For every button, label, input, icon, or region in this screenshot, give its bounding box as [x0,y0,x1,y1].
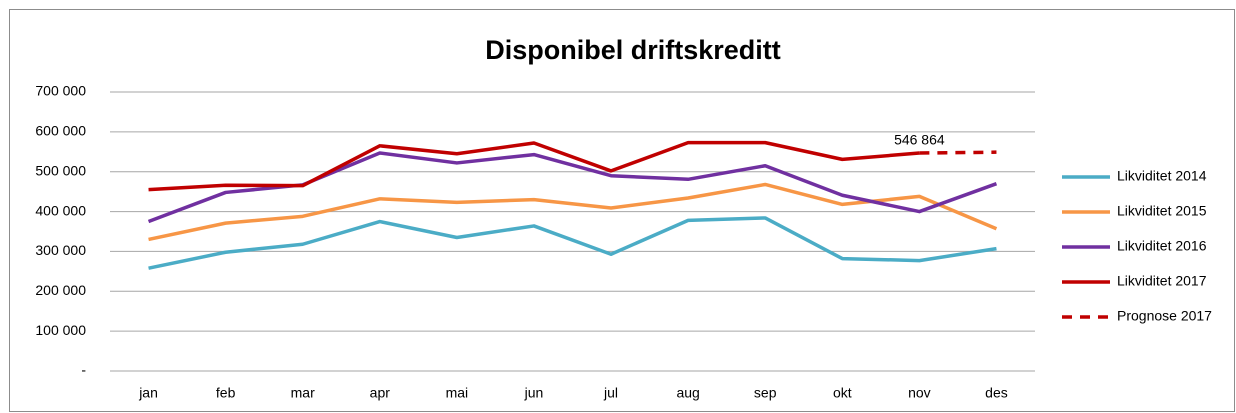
x-tick-label: jan [138,385,158,401]
legend-label: Likviditet 2016 [1117,238,1207,254]
x-tick-label: mai [446,385,469,401]
x-tick-label: aug [676,385,699,401]
x-tick-label: okt [833,385,852,401]
y-tick-label: 600 000 [35,123,86,139]
data-label: 546 864 [894,132,945,148]
legend-label: Likviditet 2014 [1117,168,1207,184]
y-tick-label: 500 000 [35,162,86,178]
y-tick-label: 200 000 [35,282,86,298]
legend-label: Prognose 2017 [1117,308,1212,324]
y-tick-label: 300 000 [35,242,86,258]
legend-label: Likviditet 2015 [1117,203,1207,219]
chart-frame [9,9,1235,412]
y-tick-label: 100 000 [35,322,86,338]
x-tick-label: apr [370,385,391,401]
y-tick-label: 400 000 [35,202,86,218]
series-line [919,150,997,155]
x-tick-label: mar [291,385,315,401]
y-tick-label: 700 000 [35,83,86,99]
x-tick-label: sep [754,385,777,401]
series-line [148,182,998,242]
x-tick-label: des [985,385,1008,401]
y-tick-label: - [81,362,86,378]
x-tick-label: jun [524,385,544,401]
legend-label: Likviditet 2017 [1117,273,1207,289]
series-line [148,140,920,192]
x-tick-label: jul [603,385,618,401]
chart-title: Disponibel driftskreditt [485,35,781,65]
series-line [148,216,997,270]
x-tick-label: feb [216,385,236,401]
x-tick-label: nov [908,385,931,401]
